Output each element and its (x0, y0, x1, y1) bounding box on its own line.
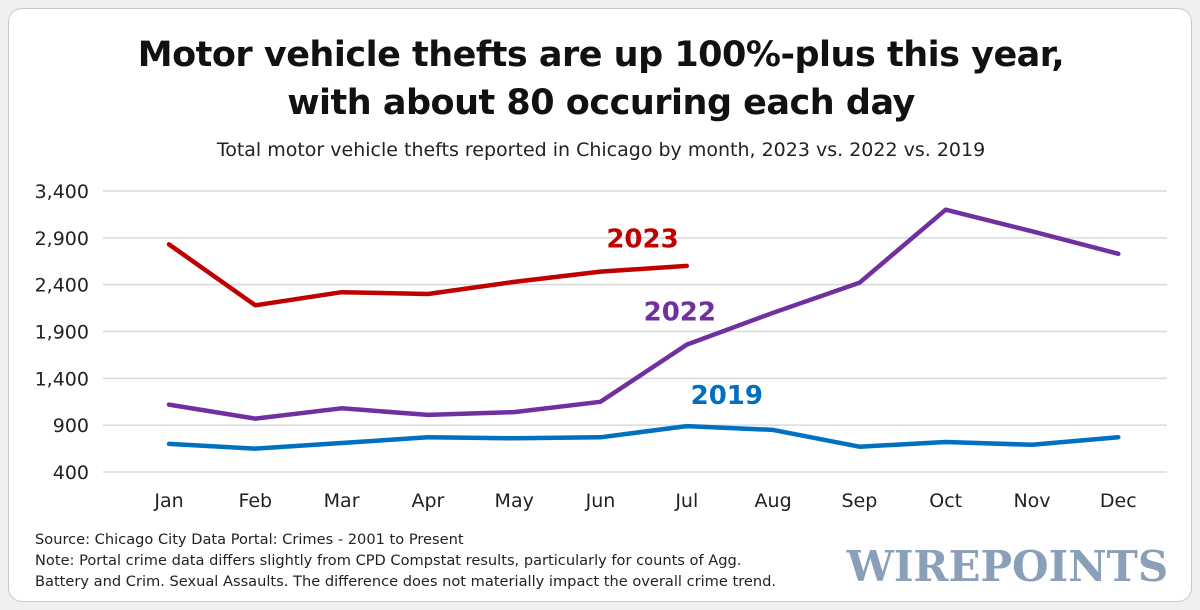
series-label-2019: 2019 (691, 381, 763, 411)
y-axis-tick-labels: 400 900 1,400 1,900 2,400 2,900 3,400 (35, 181, 89, 484)
y-tick-label: 2,400 (35, 275, 89, 297)
x-tick-label: Feb (238, 490, 272, 512)
chart-title: Motor vehicle thefts are up 100%-plus th… (9, 31, 1191, 127)
y-tick-label: 900 (53, 415, 89, 437)
wirepoints-logo: WIREPOINTS (846, 542, 1169, 591)
x-tick-label: Nov (1013, 490, 1050, 512)
footnotes: Source: Chicago City Data Portal: Crimes… (35, 529, 776, 592)
y-tick-label: 3,400 (35, 181, 89, 203)
x-tick-label: Jan (153, 490, 183, 512)
x-tick-label: Apr (411, 490, 444, 512)
data-note-line-2: Battery and Crim. Sexual Assaults. The d… (35, 573, 777, 590)
series-line-2023 (166, 242, 690, 308)
chart-subtitle: Total motor vehicle thefts reported in C… (216, 139, 986, 161)
x-tick-label: Jun (585, 490, 616, 512)
series-line-2022 (166, 207, 1121, 421)
x-tick-label: May (495, 490, 534, 512)
chart-card: Motor vehicle thefts are up 100%-plus th… (8, 8, 1192, 602)
chart-title-line-1: Motor vehicle thefts are up 100%-plus th… (137, 35, 1065, 75)
data-note-line-1: Note: Portal crime data differs slightly… (35, 552, 742, 569)
chart-title-line-2: with about 80 occuring each day (287, 83, 915, 123)
x-tick-label: Oct (929, 490, 962, 512)
series-lines (166, 207, 1121, 451)
y-tick-label: 1,900 (35, 322, 89, 344)
series-labels: 2023 2022 2019 (606, 225, 763, 412)
series-label-2022: 2022 (644, 298, 716, 328)
source-note: Source: Chicago City Data Portal: Crimes… (35, 531, 464, 548)
x-axis-tick-labels: Jan Feb Mar Apr May Jun Jul Aug Sep Oct Nov Dec (153, 490, 1136, 512)
x-tick-label: Mar (324, 490, 360, 512)
line-chart: 400 900 1,400 1,900 2,400 2,900 3,400 Jan Feb Ma… (35, 181, 1167, 512)
x-tick-label: Jul (674, 490, 698, 512)
series-line-2019 (166, 423, 1121, 451)
y-tick-label: 400 (53, 462, 89, 484)
series-label-2023: 2023 (606, 225, 678, 255)
y-tick-label: 2,900 (35, 228, 89, 250)
x-tick-label: Aug (755, 490, 792, 512)
x-tick-label: Dec (1100, 490, 1137, 512)
x-tick-label: Sep (841, 490, 877, 512)
y-tick-label: 1,400 (35, 368, 89, 390)
